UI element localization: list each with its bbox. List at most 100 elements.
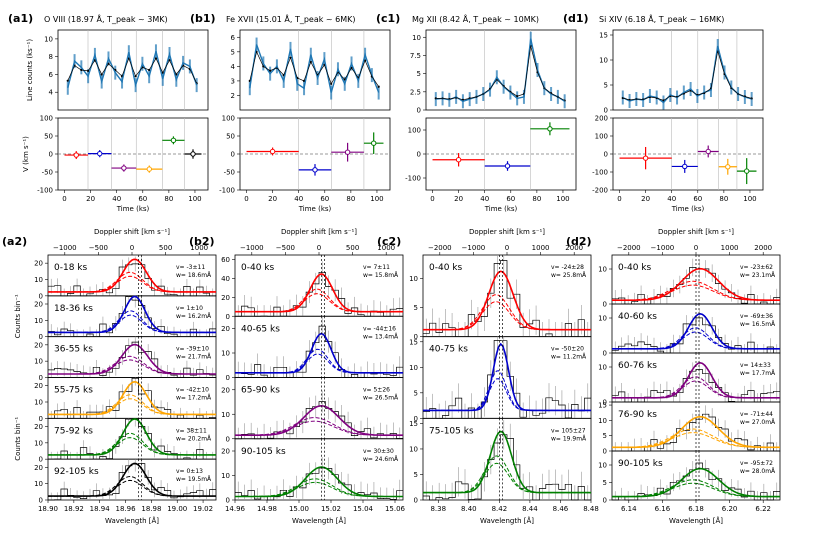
y-axis-label: V (km s⁻¹) xyxy=(22,136,30,172)
y-tick-label: 0 xyxy=(417,107,421,115)
velocity-label: v= -50±20 xyxy=(551,346,584,353)
y-tick-label: 5 xyxy=(417,70,421,78)
y-tick-label: 10 xyxy=(221,472,230,480)
x-tick-label: 18.90 xyxy=(38,505,58,513)
velocity-point xyxy=(312,167,318,173)
y-tick-label: 10 xyxy=(598,266,607,274)
panel-id: (d2) xyxy=(566,235,592,248)
width-label: w= 26.5mÅ xyxy=(363,395,399,402)
panel-title: Si XIV (6.18 Å, T_peak ~ 16MK) xyxy=(599,13,724,24)
model-component xyxy=(423,455,591,494)
x-tick-label: 60 xyxy=(138,195,147,203)
y-tick-label: 10 xyxy=(409,364,418,372)
lightcurve-binned-line xyxy=(67,57,198,84)
velocity-label: v= 0±13 xyxy=(176,468,203,475)
width-label: w= 16.2mÅ xyxy=(176,313,212,320)
x-tick-label: 8.40 xyxy=(461,505,477,513)
y-tick-label: 0 xyxy=(39,497,43,505)
y-tick-label: 15 xyxy=(598,402,607,410)
y-tick-label: 50 xyxy=(226,133,235,141)
velocity-label: v= 30±30 xyxy=(363,448,394,455)
model-component xyxy=(612,482,780,498)
x-axis-label: Time (ks) xyxy=(116,205,150,213)
y-tick-label: 0 xyxy=(39,292,43,300)
time-interval-label: 40-75 ks xyxy=(429,345,468,355)
x-tick-label: 100 xyxy=(370,195,383,203)
model-component xyxy=(235,293,403,313)
y-tick-label: -200 xyxy=(592,187,608,195)
y-tick-label: 0 xyxy=(39,333,43,341)
spectrum-histogram xyxy=(48,341,216,378)
x-tick-label: 80 xyxy=(164,195,173,203)
y-tick-label: 0 xyxy=(414,415,418,423)
y-tick-label: 20 xyxy=(221,448,230,456)
top-tick-label: −1000 xyxy=(53,244,77,252)
model-fit-line xyxy=(48,380,216,416)
velocity-point xyxy=(190,151,196,157)
x-axis-label: Time (ks) xyxy=(671,205,705,213)
model-fit-line xyxy=(235,466,403,498)
x-tick-label: 60 xyxy=(693,195,702,203)
model-fit-line xyxy=(235,404,403,436)
y-tick-label: 5 xyxy=(603,479,607,487)
y-tick-label: 100 xyxy=(222,115,235,123)
time-interval-label: 90-105 ks xyxy=(618,459,663,469)
panel-title: O VIII (18.97 Å, T_peak ~ 3MK) xyxy=(44,13,168,24)
x-tick-label: 8.48 xyxy=(583,505,599,513)
width-label: w= 19.5mÅ xyxy=(176,476,212,483)
width-label: w= 27.0mÅ xyxy=(740,419,776,426)
velocity-label: v= 5±26 xyxy=(363,387,390,394)
y-tick-label: 0 xyxy=(603,350,607,358)
y-tick-label: 0 xyxy=(603,497,607,505)
y-tick-label: 5 xyxy=(414,471,418,479)
y-tick-label: 20 xyxy=(221,325,230,333)
model-fit-line xyxy=(48,295,216,334)
model-fit-line xyxy=(612,415,780,449)
y-tick-label: 0 xyxy=(226,435,230,443)
x-tick-label: 15.06 xyxy=(385,505,406,513)
x-tick-label: 0 xyxy=(617,195,621,203)
width-label: w= 28.0mÅ xyxy=(740,468,776,475)
x-tick-label: 18.98 xyxy=(141,505,161,513)
x-tick-label: 15.04 xyxy=(353,505,374,513)
y-tick-label: 15 xyxy=(599,32,608,40)
x-tick-label: 14.98 xyxy=(257,505,277,513)
y-tick-label: 6 xyxy=(231,34,236,42)
top-axis-label: Doppler shift [km s⁻¹] xyxy=(469,228,545,236)
top-tick-label: 0 xyxy=(317,244,321,252)
y-tick-label: -100 xyxy=(219,187,235,195)
lightcurve-frame xyxy=(425,29,577,111)
model-component xyxy=(235,288,403,313)
model-fit-line xyxy=(48,418,216,456)
y-tick-label: 4 xyxy=(231,63,236,71)
y-tick-label: 10 xyxy=(34,276,43,284)
y-tick-label: 0 xyxy=(226,374,230,382)
lightcurve-line xyxy=(67,51,198,88)
spectrum-histogram xyxy=(235,401,403,440)
model-component xyxy=(235,478,403,497)
y-tick-label: 0 xyxy=(39,374,43,382)
y-tick-label: 2 xyxy=(231,92,235,100)
y-tick-label: 40 xyxy=(221,275,230,283)
velocity-point xyxy=(170,137,177,144)
x-tick-label: 20 xyxy=(454,195,463,203)
model-fit-line xyxy=(48,343,216,375)
top-tick-label: 1000 xyxy=(377,244,395,252)
panel-a2: (a2) Doppler shift [km s⁻¹] −1000 −500 0 500 1… xyxy=(2,228,217,525)
spectrum-histogram xyxy=(235,325,403,378)
x-tick-label: 60 xyxy=(320,195,329,203)
y-tick-label: -100 xyxy=(592,169,608,177)
y-tick-label: 0 xyxy=(414,333,418,341)
x-tick-label: 8.46 xyxy=(553,505,569,513)
top-tick-label: 2000 xyxy=(754,244,772,252)
velocity-label: v= -42±10 xyxy=(176,387,209,394)
x-tick-label: 20 xyxy=(268,195,277,203)
lightcurve-frame xyxy=(239,29,391,111)
width-label: w= 13.4mÅ xyxy=(363,333,399,340)
velocity-label: v= 38±11 xyxy=(176,427,207,434)
y-tick-label: 20 xyxy=(34,423,43,431)
panel-c1: (c1) Mg XII (8.42 Å, T_peak ~ 10MK) 0 2.5 5 7… xyxy=(376,12,577,213)
y-tick-label: 0 xyxy=(226,313,230,321)
x-tick-label: 80 xyxy=(719,195,728,203)
y-tick-label: 200 xyxy=(595,115,608,123)
